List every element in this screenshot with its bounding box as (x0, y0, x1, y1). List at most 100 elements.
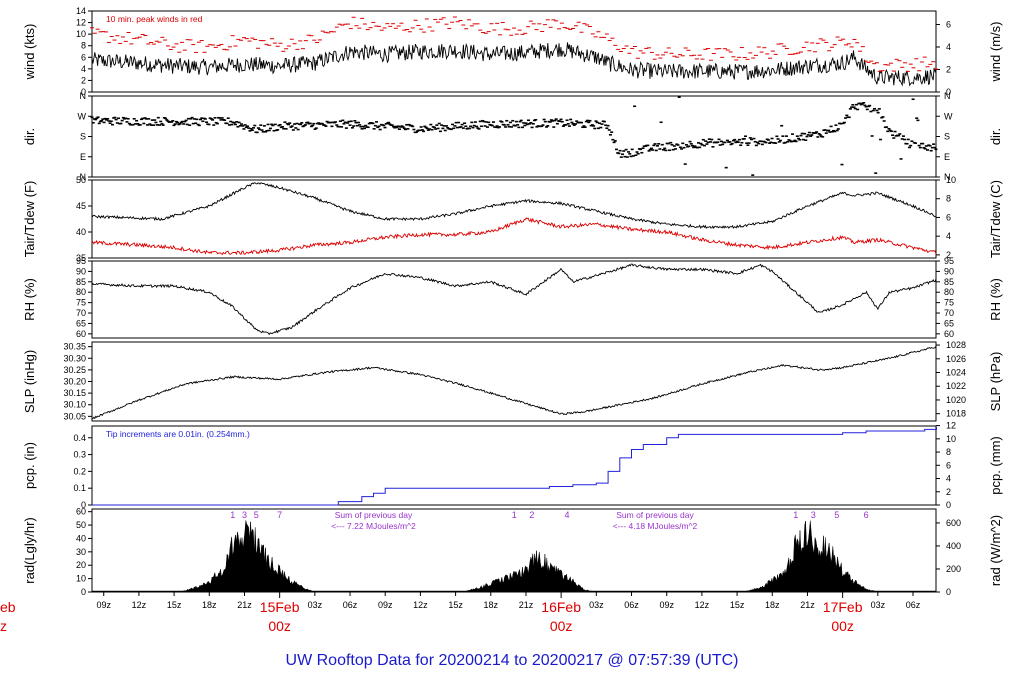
right-tick-label-dir: N (944, 172, 951, 182)
x-tick-label: 15z (448, 600, 463, 610)
left-tick-label-pcp: 0 (81, 500, 86, 510)
ylabel-right-slp: SLP (hPa) (988, 352, 1003, 412)
series-temp-Tair (91, 182, 936, 230)
panel-frame-wind (91, 10, 937, 93)
right-tick-label-slp: 1024 (946, 368, 966, 378)
left-tick-label-rh: 65 (76, 318, 86, 328)
x-day-label: 17Feb (823, 599, 863, 615)
right-tick-label-temp: 4 (946, 231, 951, 241)
right-tick-label-dir: E (944, 152, 950, 162)
right-tick-label-pcp: 2 (946, 487, 951, 497)
x-tick-label: 12z (413, 600, 428, 610)
panel-frame-slp (91, 341, 937, 422)
x-tick-label: 15z (730, 600, 745, 610)
rad-annotation-line2: <--- 4.18 MJoules/m^2 (613, 521, 698, 531)
right-tick-label-rh: 65 (944, 318, 954, 328)
right-tick-label-slp: 1022 (946, 381, 966, 391)
rad-hour-marker: 1 (793, 510, 798, 520)
ylabel-right-wind: wind (m/s) (988, 22, 1003, 83)
x-tick-label: 09z (378, 600, 393, 610)
x-tick-label: 03z (871, 600, 886, 610)
right-tick-label-pcp: 0 (946, 500, 951, 510)
right-tick-label-pcp: 8 (946, 447, 951, 457)
rad-hour-marker: 2 (529, 510, 534, 520)
left-tick-label-rh: 90 (76, 266, 86, 276)
left-tick-label-rh: 80 (76, 287, 86, 297)
rad-hour-marker: 3 (811, 510, 816, 520)
left-tick-label-wind: 12 (76, 18, 86, 28)
left-tick-label-rh: 70 (76, 308, 86, 318)
left-tick-label-pcp: 0.2 (73, 466, 86, 476)
right-tick-label-rad: 0 (946, 587, 951, 597)
series-line-wind (91, 42, 937, 87)
ylabel-wind: wind (kts) (22, 24, 37, 81)
left-tick-label-rad: 40 (76, 533, 86, 543)
x-tick-label: 12z (132, 600, 147, 610)
rad-hour-marker: 4 (565, 510, 570, 520)
note-pcp: Tip increments are 0.01in. (0.254mm.) (106, 429, 250, 439)
x-tick-label: 18z (202, 600, 217, 610)
left-tick-label-wind: 10 (76, 29, 86, 39)
left-tick-label-slp: 30.10 (63, 400, 86, 410)
left-tick-label-rh: 60 (76, 329, 86, 339)
right-tick-label-dir: N (944, 91, 951, 101)
x-tick-label: 06z (906, 600, 921, 610)
right-tick-label-temp: 10 (946, 175, 956, 185)
left-tick-label-rad: 20 (76, 560, 86, 570)
ylabel-slp: SLP (inHg) (22, 350, 37, 413)
panel-frame-rh (91, 260, 937, 339)
note-wind: 10 min. peak winds in red (106, 14, 203, 24)
x-tick-label: 18z (765, 600, 780, 610)
right-tick-label-rad: 200 (946, 564, 961, 574)
ylabel-right-temp: Tair/Tdew (C) (988, 180, 1003, 258)
left-tick-label-slp: 30.35 (63, 342, 86, 352)
right-tick-label-temp: 6 (946, 212, 951, 222)
right-tick-label-pcp: 10 (946, 434, 956, 444)
series-wind-wind-speed (91, 42, 937, 87)
panel-pcp: 0 0.1 0.2 0.3 0.4 0 2 4 6 8 10 12 pcp. (in) pcp. (mm)… (22, 421, 1003, 510)
right-tick-label-slp: 1020 (946, 395, 966, 405)
left-tick-label-slp: 30.05 (63, 411, 86, 421)
series-dir-wind-direction (90, 96, 938, 176)
ylabel-temp: Tair/Tdew (F) (22, 181, 37, 258)
right-tick-label-rh: 75 (944, 298, 954, 308)
left-tick-label-slp: 30.30 (63, 353, 86, 363)
x-day-sub-label: 00z (550, 618, 573, 634)
series-line-rh (91, 263, 937, 336)
right-tick-label-temp: 8 (946, 194, 951, 204)
series-line-temp (91, 217, 937, 256)
right-tick-label-wind: 2 (946, 65, 951, 75)
left-tick-label-dir: N (80, 91, 87, 101)
radiation-area (91, 520, 937, 593)
left-tick-label-wind: 2 (81, 75, 86, 85)
series-line-slp (92, 345, 937, 420)
rad-annotation-line1: Sum of previous day (335, 510, 413, 520)
rad-hour-marker: 3 (242, 510, 247, 520)
left-tick-label-slp: 30.15 (63, 388, 86, 398)
right-tick-label-rh: 90 (944, 266, 954, 276)
left-tick-label-temp: 50 (76, 175, 86, 185)
right-tick-label-dir: S (944, 132, 950, 142)
x-tick-label: 21z (800, 600, 815, 610)
left-tick-label-rad: 10 (76, 574, 86, 584)
ylabel-right-rh: RH (%) (988, 278, 1003, 321)
x-tick-label: 12z (695, 600, 710, 610)
right-tick-label-pcp: 4 (946, 474, 951, 484)
right-tick-label-slp: 1018 (946, 409, 966, 419)
left-tick-label-temp: 40 (76, 227, 86, 237)
x-day-sub-label: 00z (268, 618, 291, 634)
right-tick-label-rh: 70 (944, 308, 954, 318)
left-tick-label-slp: 30.25 (63, 365, 86, 375)
left-tick-label-temp: 45 (76, 201, 86, 211)
left-tick-label-wind: 0 (81, 87, 86, 97)
ylabel-right-rad: rad (W/m^2) (988, 515, 1003, 586)
right-tick-label-wind: 6 (946, 20, 951, 30)
left-tick-label-dir: S (80, 132, 86, 142)
ylabel-right-dir: dir. (988, 128, 1003, 145)
rad-hour-marker: 1 (512, 510, 517, 520)
x-tick-label: 21z (237, 600, 252, 610)
